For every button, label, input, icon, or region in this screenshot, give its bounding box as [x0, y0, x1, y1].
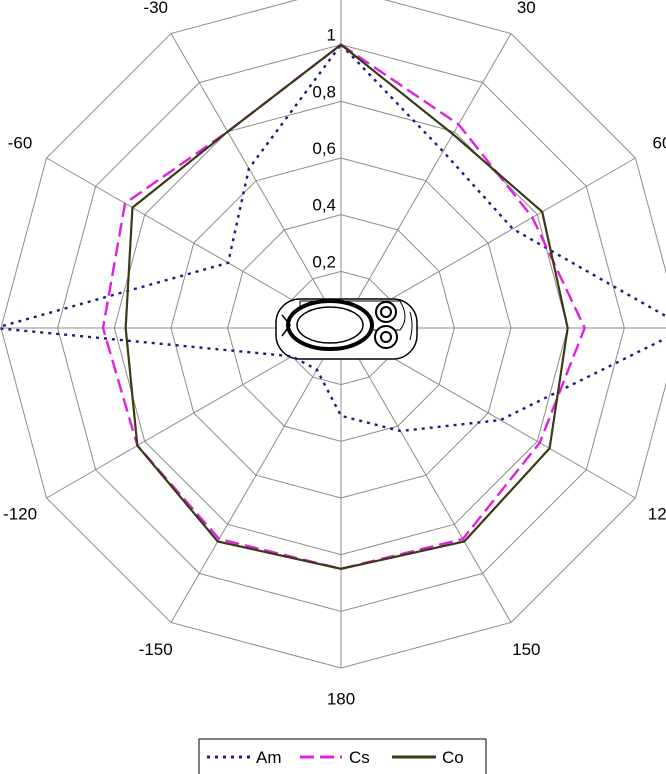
radial-tick-label: 0,4: [312, 196, 336, 215]
angle-tick-label: 120: [648, 504, 666, 523]
angle-tick-label: -60: [8, 134, 33, 153]
legend-label-co: Co: [442, 748, 464, 767]
angle-tick-label: 30: [517, 0, 536, 17]
angle-tick-labels: 0306090120150180-150-120-90-60-30: [3, 0, 666, 709]
legend-box: [198, 738, 487, 774]
radial-tick-label: 1: [327, 26, 336, 45]
radial-tick-labels: 0,20,40,60,811,2: [312, 26, 336, 272]
radial-tick-label: 0,6: [312, 139, 336, 158]
angle-tick-label: 180: [327, 690, 355, 709]
legend: Am Cs Co: [198, 738, 487, 774]
legend-item-cs: Cs: [300, 748, 370, 767]
grid-spoke: [170, 327, 342, 623]
angle-tick-label: -30: [143, 0, 168, 17]
grid-spoke: [340, 33, 512, 329]
device-icon: [275, 298, 418, 360]
grid-spoke: [340, 327, 512, 623]
angle-tick-label: -120: [3, 504, 37, 523]
angle-tick-label: -150: [139, 640, 173, 659]
legend-label-cs: Cs: [349, 748, 370, 767]
legend-item-co: Co: [392, 748, 464, 767]
legend-label-am: Am: [256, 748, 282, 767]
series-line-am: [0, 42, 666, 433]
angle-tick-label: 60: [652, 134, 666, 153]
radial-tick-label: 0,8: [312, 82, 336, 101]
data-series: [0, 42, 666, 571]
series-line-cs: [101, 43, 586, 571]
series-line-co: [124, 43, 569, 570]
radial-tick-label: 0,2: [312, 252, 336, 271]
legend-item-am: Am: [207, 748, 282, 767]
angle-tick-label: 150: [512, 640, 540, 659]
grid-spoke: [170, 33, 342, 329]
